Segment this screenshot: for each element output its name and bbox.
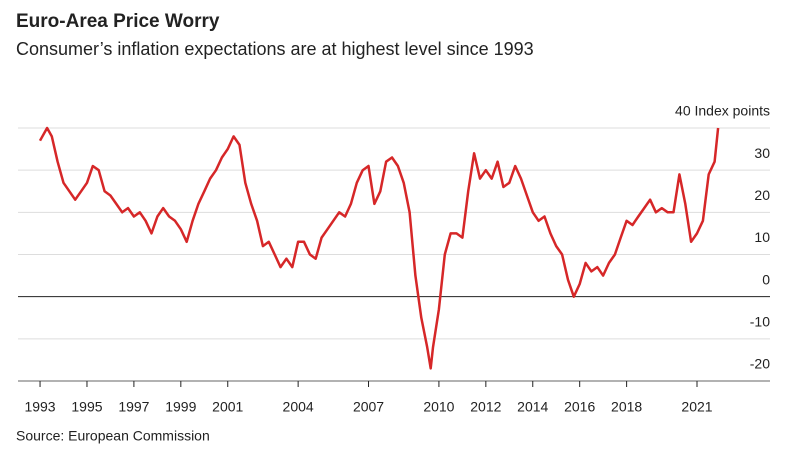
line-series — [38, 126, 720, 370]
x-tick-label: 2021 — [681, 399, 712, 415]
x-tick-label: 2014 — [517, 399, 548, 415]
chart-subtitle: Consumer’s inflation expectations are at… — [16, 39, 534, 59]
x-tick-label: 2010 — [423, 399, 454, 415]
x-tick-label: 1999 — [165, 399, 196, 415]
x-tick-label: 2007 — [353, 399, 384, 415]
chart-title: Euro-Area Price Worry — [16, 11, 220, 32]
source: Source: European Commission — [16, 428, 210, 444]
x-tick-label: 2004 — [283, 399, 314, 415]
x-tick-label: 2016 — [564, 399, 595, 415]
y-tick-label: 30 — [754, 145, 770, 161]
x-tick-label: 1997 — [118, 399, 149, 415]
x-tick-label: 2018 — [611, 399, 642, 415]
x-tick-label: 1993 — [24, 399, 55, 415]
y-tick-label: 40 Index points — [675, 103, 770, 119]
y-tick-label: -20 — [750, 356, 770, 372]
y-tick-label: 0 — [762, 271, 770, 287]
x-tick-label: 2012 — [470, 399, 501, 415]
y-tick-label: 10 — [754, 229, 770, 245]
y-tick-label: 20 — [754, 187, 770, 203]
x-tick-label: 1995 — [71, 399, 102, 415]
x-tick-label: 2001 — [212, 399, 243, 415]
y-tick-label: -10 — [750, 314, 770, 330]
